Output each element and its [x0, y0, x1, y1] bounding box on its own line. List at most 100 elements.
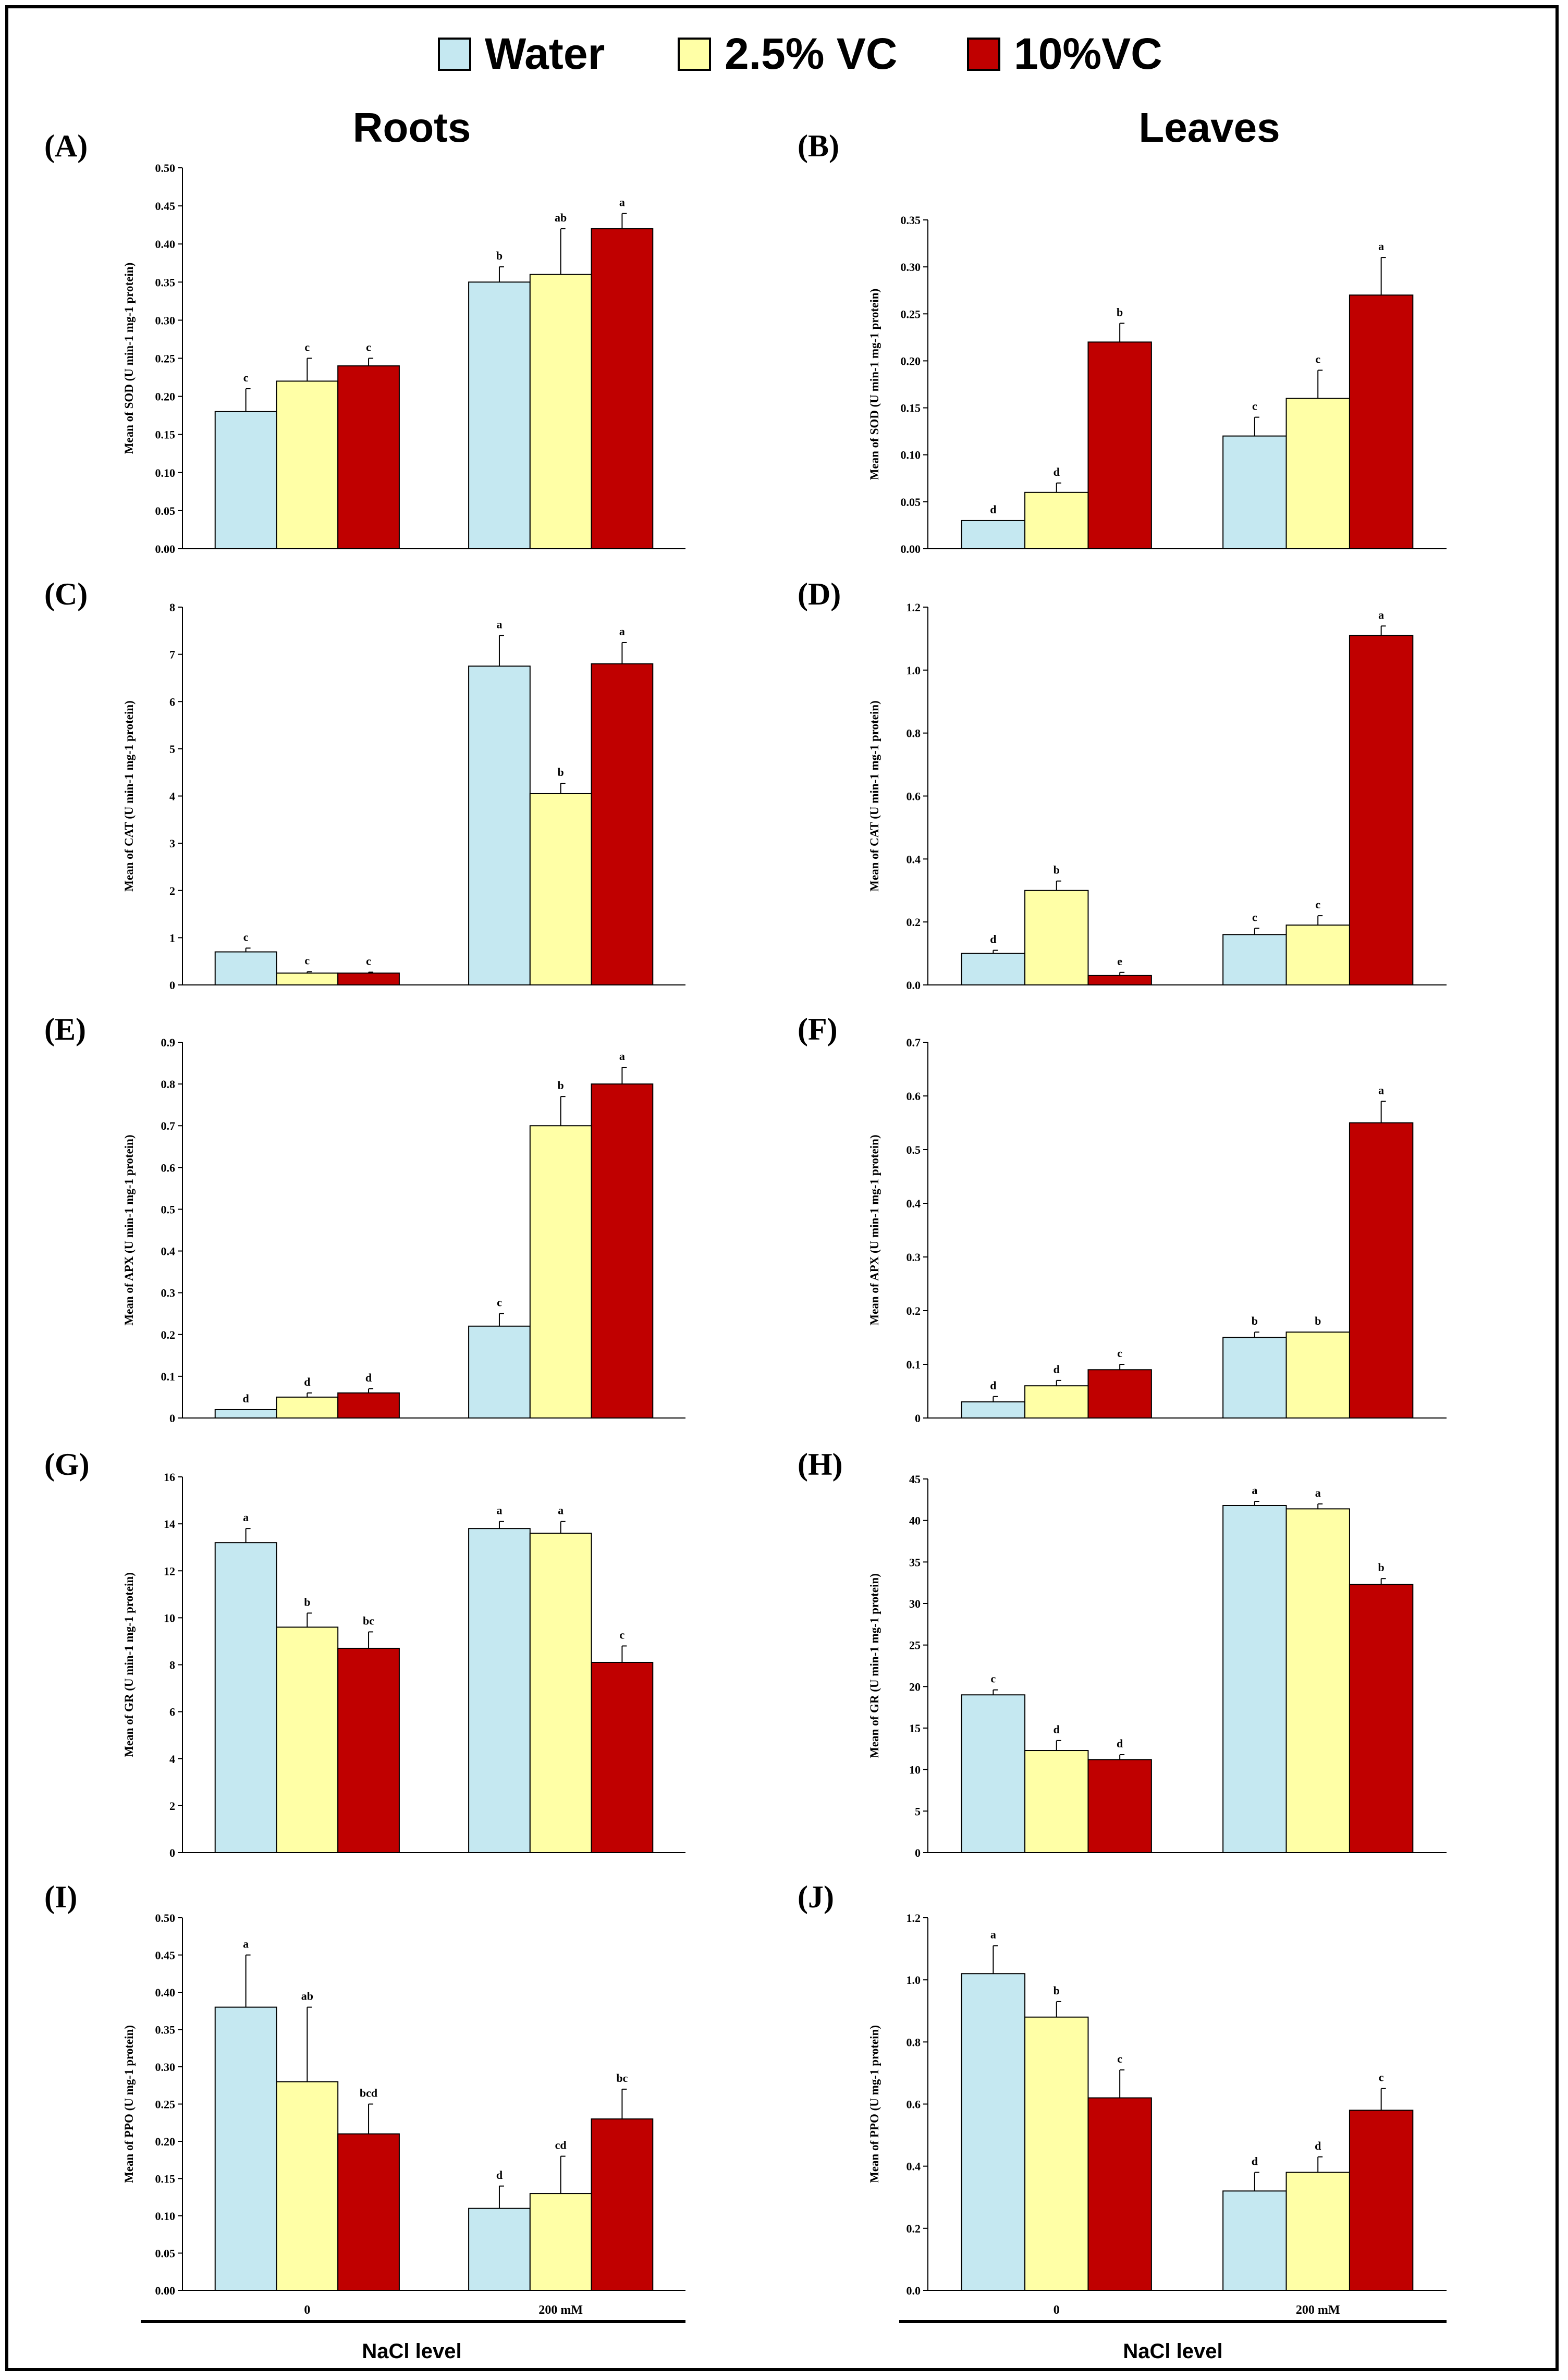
significance-label: d	[990, 1379, 996, 1392]
significance-label: b	[496, 249, 503, 262]
y-tick-label: 0.35	[155, 276, 176, 289]
legend: Water 2.5% VC 10%VC	[0, 29, 1568, 91]
bar	[1285, 2172, 1350, 2291]
y-tick-label: 0.10	[155, 2210, 176, 2223]
y-tick-label: 40	[909, 1514, 921, 1527]
y-tick-label: 0.40	[155, 1986, 176, 1999]
y-tick-label: 0.05	[901, 496, 921, 509]
significance-label: b	[304, 1595, 310, 1608]
bar	[1349, 1584, 1414, 1853]
y-tick-label: 0.30	[155, 314, 176, 327]
y-tick-label: 0	[915, 1412, 921, 1425]
y-tick-label: 35	[909, 1556, 921, 1569]
chart-panel-e: (E) 0 0.1 0.2 0.3 0.4 0.5 0.6 0.7 0.8 0.9 Mean of A…	[44, 1012, 685, 1425]
y-tick-label: 0.6	[906, 2098, 921, 2111]
y-tick-label: 0.30	[155, 2061, 176, 2074]
significance-label: c	[990, 1672, 996, 1685]
x-axis-title-left: NaCl level	[362, 2340, 461, 2363]
bar	[1024, 890, 1089, 985]
y-axis-title: Mean of GR (U min-1 mg-1 protein)	[868, 1573, 881, 1758]
y-tick-label: 0.5	[161, 1203, 176, 1216]
y-tick-label: 1.0	[906, 664, 921, 677]
significance-label: a	[619, 625, 625, 638]
y-axis-title: Mean of APX (U min-1 mg-1 protein)	[868, 1134, 881, 1325]
y-tick-label: 15	[909, 1722, 921, 1735]
y-tick-label: 4	[169, 1753, 175, 1766]
significance-label: a	[1378, 1083, 1384, 1096]
legend-label-10-vc: 10%VC	[1014, 29, 1162, 78]
bar	[337, 1392, 400, 1419]
y-tick-label: 0.1	[161, 1370, 176, 1383]
y-tick-label: 0.10	[901, 449, 921, 462]
bar	[529, 1533, 592, 1853]
significance-label: d	[990, 933, 996, 946]
significance-label: b	[1117, 305, 1123, 318]
y-tick-label: 0.5	[906, 1143, 921, 1156]
panel-label: (E)	[44, 1012, 86, 1046]
y-tick-label: 0.45	[155, 1949, 176, 1962]
bar	[961, 953, 1026, 986]
x-category-label: 0	[1054, 2303, 1060, 2317]
bar	[1285, 924, 1350, 986]
column-title-roots: Roots	[353, 104, 471, 151]
y-tick-label: 0.4	[906, 1197, 921, 1210]
bar	[214, 1542, 277, 1854]
panel-label: (I)	[44, 1880, 77, 1914]
significance-label: bc	[363, 1614, 374, 1627]
y-tick-label: 0.6	[906, 1090, 921, 1103]
significance-label: a	[243, 1938, 249, 1951]
x-category-label: 200 mM	[1296, 2303, 1340, 2317]
bar	[214, 411, 277, 550]
legend-item-2-5-vc: 2.5% VC	[678, 29, 898, 79]
y-tick-label: 5	[915, 1805, 921, 1818]
y-tick-label: 0.8	[906, 727, 921, 740]
significance-label: bcd	[360, 2087, 377, 2100]
bar	[1285, 1508, 1350, 1854]
y-tick-label: 0.3	[906, 1251, 921, 1264]
y-axis-title: Mean of GR (U min-1 mg-1 protein)	[123, 1572, 136, 1757]
y-tick-label: 3	[169, 837, 175, 850]
y-axis-title: Mean of APX (U min-1 mg-1 protein)	[123, 1134, 136, 1325]
bar	[1349, 294, 1414, 549]
bar	[337, 972, 400, 985]
legend-label-water: Water	[485, 29, 605, 78]
panel-label: (D)	[798, 577, 841, 611]
significance-label: c	[497, 1296, 502, 1309]
y-tick-label: 0.45	[155, 200, 176, 213]
bar	[1349, 2110, 1414, 2291]
significance-label: d	[1117, 1737, 1123, 1750]
y-tick-label: 0.05	[155, 504, 176, 517]
y-tick-label: 0	[915, 1846, 921, 1859]
bar	[591, 2118, 654, 2291]
bar	[591, 228, 654, 549]
significance-label: b	[1315, 1314, 1321, 1327]
panel-label: (F)	[798, 1012, 838, 1046]
y-tick-label: 0.15	[155, 428, 176, 441]
y-tick-label: 0.2	[906, 1304, 921, 1317]
bar	[1222, 435, 1287, 550]
significance-label: d	[242, 1392, 249, 1405]
significance-label: c	[1117, 1347, 1122, 1360]
y-tick-label: 10	[909, 1764, 921, 1777]
y-tick-label: 0.25	[155, 352, 176, 365]
bar	[529, 793, 592, 985]
figure-frame	[5, 5, 1559, 2371]
significance-label: a	[619, 196, 625, 209]
y-tick-label: 10	[164, 1611, 175, 1624]
y-tick-label: 0.7	[906, 1036, 921, 1049]
x-axis-title-right: NaCl level	[1123, 2340, 1222, 2363]
significance-label: cd	[555, 2139, 567, 2152]
significance-label: c	[1379, 2071, 1384, 2084]
bar	[1087, 341, 1152, 549]
significance-label: d	[1054, 1723, 1060, 1736]
y-tick-label: 7	[169, 648, 175, 661]
bar	[276, 972, 339, 985]
significance-label: a	[1315, 1486, 1321, 1499]
bar	[1087, 975, 1152, 985]
significance-label: d	[1054, 465, 1060, 478]
significance-label: a	[1378, 608, 1384, 621]
chart-panel-h: (H) 0 5 10 15 20 25 30 35 40 45 Mean of GR (U min-1…	[798, 1447, 1447, 1859]
panel-label: (A)	[44, 129, 88, 163]
chart-panel-b: (B) 0.00 0.05 0.10 0.15 0.20 0.25 0.30 0.35 Mean …	[798, 129, 1447, 556]
legend-label-2-5-vc: 2.5% VC	[725, 29, 898, 78]
